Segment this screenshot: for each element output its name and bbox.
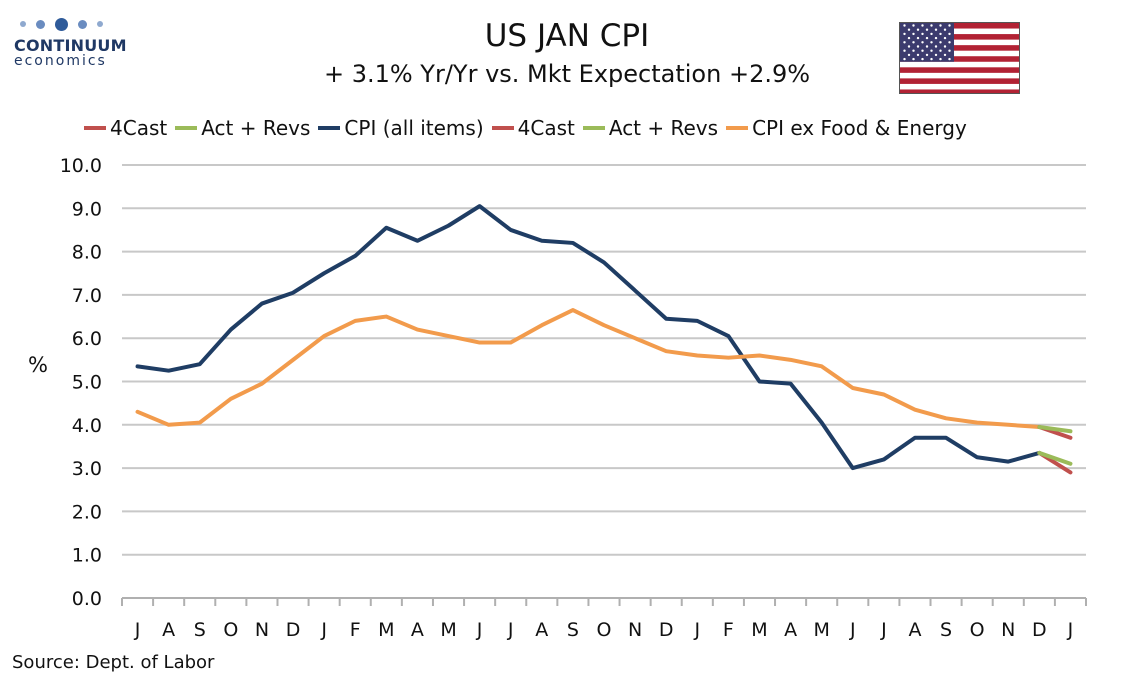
x-tick-label: N	[255, 619, 269, 641]
x-tick-label: S	[194, 619, 206, 641]
chart-legend: 4Cast Act + Revs CPI (all items) 4Cast Act +…	[84, 116, 975, 140]
x-tick-label: A	[784, 619, 797, 641]
x-tick-label: J	[693, 619, 700, 641]
y-tick-label: 1.0	[72, 545, 102, 567]
x-tick-label: S	[567, 619, 579, 641]
x-tick-label: J	[507, 619, 514, 641]
x-tick-label: A	[162, 619, 175, 641]
legend-item: CPI (all items)	[318, 116, 484, 140]
chart-title: US JAN CPI	[484, 18, 650, 54]
y-tick-label: 8.0	[72, 242, 102, 264]
legend-item: Act + Revs	[175, 116, 310, 140]
legend-label: Act + Revs	[201, 116, 311, 140]
y-axis-label: %	[28, 353, 48, 377]
legend-label: 4Cast	[517, 116, 575, 140]
series-line-cpi-all-items	[135, 204, 1042, 471]
legend-swatch	[491, 126, 514, 130]
series-line-cpi-ex-food-energy	[135, 308, 1042, 429]
legend-item: 4Cast	[84, 116, 167, 140]
x-tick-label: J	[849, 619, 856, 641]
legend-swatch	[175, 126, 198, 130]
y-tick-label: 0.0	[72, 588, 102, 610]
x-tick-label: D	[1032, 619, 1047, 641]
x-tick-label: D	[659, 619, 674, 641]
legend-swatch	[582, 126, 605, 130]
line-chart: 0.01.02.03.04.05.06.07.08.09.010.0%J A S O N…	[28, 155, 1087, 641]
x-tick-label: J	[880, 619, 887, 641]
y-tick-label: 6.0	[72, 328, 102, 350]
legend-swatch	[84, 126, 106, 130]
legend-label: CPI ex Food & Energy	[752, 116, 967, 140]
x-tick-label: A	[535, 619, 548, 641]
logo-sub: economics	[14, 53, 107, 69]
us-flag-icon	[899, 22, 1020, 94]
legend-swatch	[726, 126, 749, 130]
x-tick-label: A	[411, 619, 424, 641]
x-tick-label: D	[286, 619, 301, 641]
legend-swatch	[318, 126, 341, 130]
legend-label: 4Cast	[110, 116, 168, 140]
y-tick-label: 2.0	[72, 501, 102, 523]
legend-label: CPI (all items)	[344, 116, 484, 140]
x-tick-label: M	[440, 619, 456, 641]
y-tick-label: 10.0	[60, 155, 102, 177]
x-tick-label: O	[597, 619, 612, 641]
y-tick-label: 9.0	[72, 198, 102, 220]
x-tick-label: A	[908, 619, 921, 641]
y-tick-label: 7.0	[72, 285, 102, 307]
y-tick-label: 4.0	[72, 415, 102, 437]
legend-item: CPI ex Food & Energy	[726, 116, 967, 140]
legend-item: 4Cast	[491, 116, 575, 140]
x-tick-label: J	[320, 619, 327, 641]
legend-label: Act + Revs	[608, 116, 719, 140]
source-note: Source: Dept. of Labor	[12, 652, 215, 673]
logo-dots	[20, 14, 144, 34]
y-tick-label: 3.0	[72, 458, 102, 480]
logo-name: CONTINUUM	[14, 36, 127, 55]
x-tick-label: J	[134, 619, 141, 641]
x-tick-label: M	[813, 619, 829, 641]
x-tick-label: F	[723, 619, 734, 641]
x-tick-label: O	[223, 619, 238, 641]
x-tick-label: N	[1001, 619, 1015, 641]
x-tick-label: M	[378, 619, 394, 641]
chart-subtitle: + 3.1% Yr/Yr vs. Mkt Expectation +2.9%	[323, 60, 811, 88]
x-tick-label: O	[970, 619, 985, 641]
legend-item: Act + Revs	[582, 116, 719, 140]
continuum-logo: CONTINUUM economics	[14, 14, 144, 69]
y-tick-label: 5.0	[72, 372, 102, 394]
series-line-act-revs	[1037, 450, 1073, 466]
series-line-act-revs	[1037, 424, 1073, 434]
x-tick-label: F	[350, 619, 361, 641]
x-tick-label: J	[1067, 619, 1074, 641]
x-tick-label: S	[940, 619, 952, 641]
x-tick-label: J	[476, 619, 483, 641]
x-tick-label: M	[751, 619, 767, 641]
x-tick-label: N	[628, 619, 642, 641]
